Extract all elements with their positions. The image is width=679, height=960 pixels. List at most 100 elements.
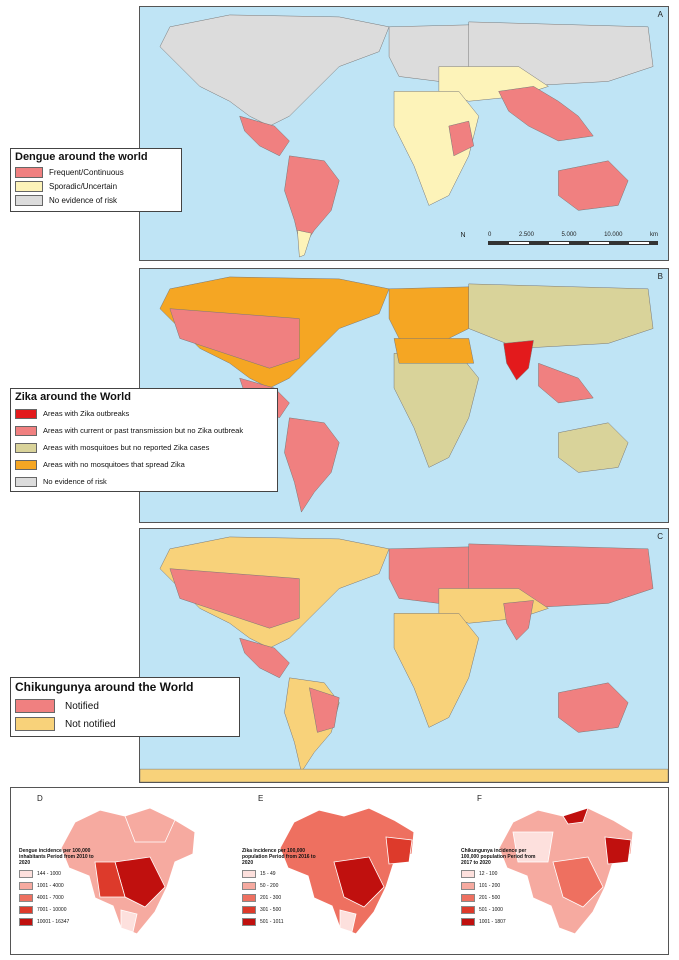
australia [558,422,629,473]
brazil [309,687,340,733]
legend-swatch [242,869,256,878]
legend-label: No evidence of risk [43,477,107,486]
legend-swatch [242,905,256,914]
legend-row: 1001 - 4000 [19,881,99,890]
legend-title: Zika around the World [15,391,131,403]
australia [558,160,629,211]
legend-row: 10001 - 16347 [19,917,99,926]
dengue-legend: Dengue around the world Frequent/Continu… [10,148,182,212]
legend-label: 10001 - 16347 [37,918,70,925]
legend-swatch [242,917,256,926]
legend-label: 1001 - 4000 [37,882,64,889]
africa [393,91,479,206]
chikungunya-legend: Chikungunya around the World Notified No… [10,677,240,737]
legend-label: Areas with Zika outbreaks [43,409,130,418]
dengue-world-map [159,14,654,258]
india [503,600,534,641]
legend-label: 15 - 49 [260,870,276,877]
legend-title: Chikungunya around the World [15,680,194,694]
legend-label: 1001 - 1807 [479,918,506,925]
central-america [239,637,290,679]
legend-swatch [19,881,33,890]
legend-label: 12 - 100 [479,870,498,877]
legend-label: 101 - 200 [479,882,501,889]
africa [393,613,479,728]
legend-row: 15 - 49 [242,869,322,878]
legend-label: 501 - 1000 [479,906,503,913]
brazil-dengue-map [60,807,196,935]
brazil-zika-map [279,807,415,935]
legend-label: 50 - 200 [260,882,279,889]
scale-labels: 0 2.500 5.000 10.000 km [488,232,658,238]
scale-line [488,241,658,245]
legend-swatch [15,699,55,713]
legend-swatch [15,425,37,436]
legend-swatch [19,905,33,914]
na-greenland [159,14,390,127]
legend-swatch [242,881,256,890]
legend-row: Not notified [15,715,235,733]
panel-letter-e: E [258,794,264,803]
india [503,340,534,381]
brazil-dengue-legend: Dengue incidence per 100,000 inhabitants… [19,848,99,926]
brazil-maps-strip: D Dengue incidence per 100,000 inhabitan… [10,787,669,955]
zika-legend: Zika around the World Areas with Zika ou… [10,388,278,492]
legend-swatch [15,408,37,419]
legend-label: 301 - 500 [260,906,282,913]
scale-label: 0 [488,232,492,238]
brazil-dengue-panel: D Dengue incidence per 100,000 inhabitan… [11,788,230,954]
south-america [284,155,340,251]
legend-row: 501 - 1011 [242,917,322,926]
brazil-zika-legend: Zika incidence per 100,000 population Pe… [242,848,322,926]
brazil-chikungunya-map [498,807,634,935]
legend-title: Dengue incidence per 100,000 inhabitants… [19,848,94,866]
legend-label: 4001 - 7000 [37,894,64,901]
legend-row: Areas with mosquitoes but no reported Zi… [15,439,273,456]
legend-label: 144 - 1000 [37,870,61,877]
legend-row: 301 - 500 [242,905,322,914]
asia-north [468,283,654,349]
legend-swatch [15,180,43,192]
legend-swatch [19,893,33,902]
legend-swatch [19,917,33,926]
legend-row: No evidence of risk [15,473,273,490]
north-arrow: N [460,232,466,239]
australia [558,682,629,733]
usa [169,308,300,369]
legend-row: Areas with Zika outbreaks [15,405,273,422]
legend-row: Areas with no mosquitoes that spread Zik… [15,456,273,473]
legend-swatch [19,869,33,878]
legend-swatch [15,166,43,178]
legend-row: Frequent/Continuous [15,165,177,179]
legend-swatch [15,442,37,453]
legend-label: Areas with current or past transmission … [43,426,244,435]
panel-letter-c: C [657,532,663,541]
legend-label: 201 - 500 [479,894,501,901]
legend-row: 144 - 1000 [19,869,99,878]
legend-row: Sporadic/Uncertain [15,179,177,193]
brazil-chikungunya-panel: F Chikungunya incidence per 100,000 popu… [449,788,668,954]
legend-label: 201 - 300 [260,894,282,901]
panel-letter-f: F [477,794,482,803]
legend-label: Areas with mosquitoes but no reported Zi… [43,443,210,452]
dengue-map-panel: A N 0 2.500 5.000 10.000 km [139,6,669,261]
legend-label: Not notified [65,718,116,730]
scale-label: 5.000 [561,232,577,238]
legend-row: No evidence of risk [15,193,177,207]
south-america-south [297,229,312,258]
legend-swatch [242,893,256,902]
legend-title: Zika incidence per 100,000 population Pe… [242,848,316,866]
legend-label: 501 - 1011 [260,918,284,925]
legend-row: 101 - 200 [461,881,541,890]
usa [169,568,300,629]
india-sea [498,86,594,142]
africa-north [393,338,475,364]
legend-title: Chikungunya incidence per 100,000 popula… [461,848,536,866]
legend-label: 7001 - 10000 [37,906,67,913]
legend-swatch [15,476,37,487]
scale-unit: km [649,232,658,238]
africa [393,353,479,468]
chikungunya-map-panel: C [139,528,669,783]
scale-bar: N 0 2.500 5.000 10.000 km [458,232,658,254]
legend-row: 12 - 100 [461,869,541,878]
